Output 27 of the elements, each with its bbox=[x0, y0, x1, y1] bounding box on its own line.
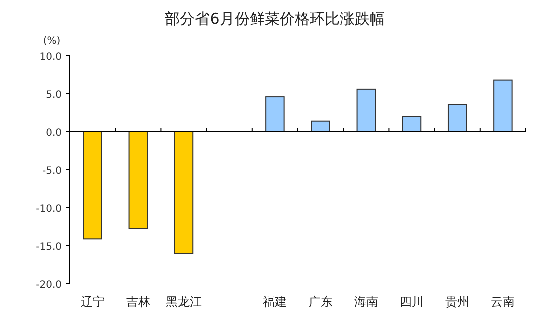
bar bbox=[494, 80, 513, 132]
bar bbox=[266, 96, 285, 132]
x-tick-label: 海南 bbox=[354, 295, 378, 309]
bar bbox=[128, 132, 148, 230]
y-tick-label: -20.0 bbox=[36, 280, 62, 291]
bar bbox=[174, 132, 194, 254]
bar bbox=[448, 104, 468, 132]
bar bbox=[83, 132, 102, 240]
y-tick-label: 0.0 bbox=[46, 128, 62, 139]
x-tick-label: 贵州 bbox=[446, 295, 470, 309]
x-tick-label: 辽宁 bbox=[80, 295, 105, 309]
x-tick-label: 云南 bbox=[491, 295, 516, 309]
y-axis-title: (%) bbox=[43, 36, 61, 47]
x-tick-label: 广东 bbox=[308, 295, 333, 309]
x-tick-label: 福建 bbox=[263, 295, 288, 309]
y-tick-label: -15.0 bbox=[36, 242, 62, 253]
chart-title: 部分省6月份鲜菜价格环比涨跌幅 bbox=[165, 10, 385, 28]
bar bbox=[402, 116, 422, 132]
y-tick-label: -10.0 bbox=[36, 204, 62, 215]
y-tick-label: 5.0 bbox=[46, 90, 62, 101]
bar bbox=[356, 88, 376, 132]
y-tick-label: 10.0 bbox=[40, 52, 62, 63]
x-tick-label: 黑龙江 bbox=[166, 295, 202, 309]
y-tick-label: -5.0 bbox=[42, 166, 62, 177]
x-tick-label: 四川 bbox=[400, 295, 424, 309]
x-tick-label: 吉林 bbox=[126, 295, 150, 309]
bar bbox=[311, 120, 330, 132]
